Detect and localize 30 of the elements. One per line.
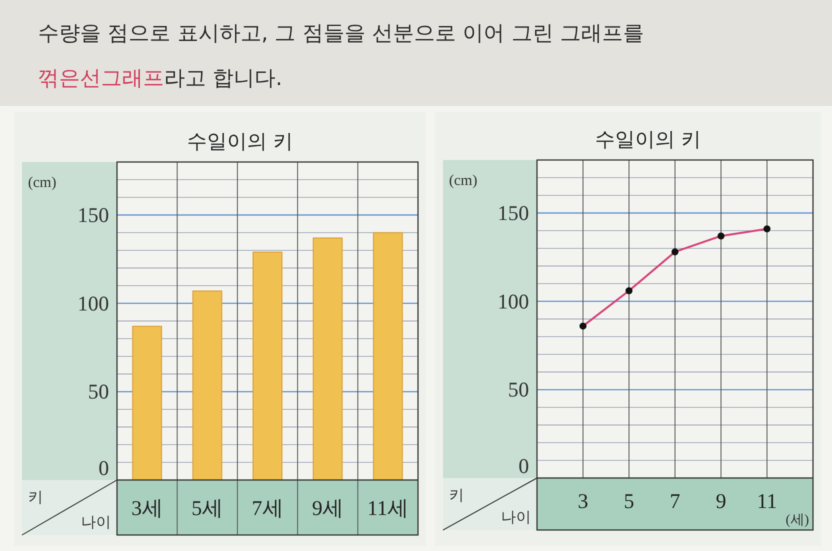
y-tick-label: 0 xyxy=(518,454,529,478)
y-tick-label: 0 xyxy=(98,456,109,480)
x-axis-title: 나이 xyxy=(501,508,531,526)
x-tick-label: 9세 xyxy=(312,496,344,520)
x-tick-label: 5세 xyxy=(192,496,224,520)
text: 라고 합니다. xyxy=(164,66,282,90)
y-tick-label: 50 xyxy=(88,380,109,404)
x-tick-label: 3 xyxy=(578,489,588,513)
y-tick-label: 50 xyxy=(508,378,529,402)
x-tick-label: 5 xyxy=(624,489,634,513)
x-tick-label: 3세 xyxy=(131,496,163,520)
chart-title: 수일이의 키 xyxy=(186,129,294,153)
x-tick-label: 11세 xyxy=(367,496,409,520)
chart-title: 수일이의 키 xyxy=(594,127,702,151)
text: 수량을 점으로 표시하고, 그 점들을 선분으로 이어 그린 그래프를 xyxy=(38,21,644,45)
y-tick-label: 100 xyxy=(498,289,529,314)
x-tick-label: 9 xyxy=(716,489,726,513)
x-axis-title: 나이 xyxy=(81,513,111,531)
text: (세) xyxy=(786,513,810,528)
y-tick-label: 150 xyxy=(78,203,109,227)
text: (cm) xyxy=(449,173,478,189)
text: 꺾은선그래프 xyxy=(38,66,164,90)
x-tick-label: 11 xyxy=(756,489,778,513)
y-tick-label: 150 xyxy=(498,201,529,225)
x-tick-label: 7 xyxy=(670,489,680,513)
x-tick-label: 7세 xyxy=(252,496,284,520)
y-tick-label: 100 xyxy=(78,291,109,316)
text: (cm) xyxy=(28,175,56,191)
y-axis-title: 키 xyxy=(449,486,464,504)
y-axis-title: 키 xyxy=(28,488,43,506)
